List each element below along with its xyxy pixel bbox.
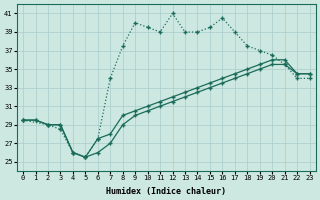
X-axis label: Humidex (Indice chaleur): Humidex (Indice chaleur) <box>106 187 226 196</box>
